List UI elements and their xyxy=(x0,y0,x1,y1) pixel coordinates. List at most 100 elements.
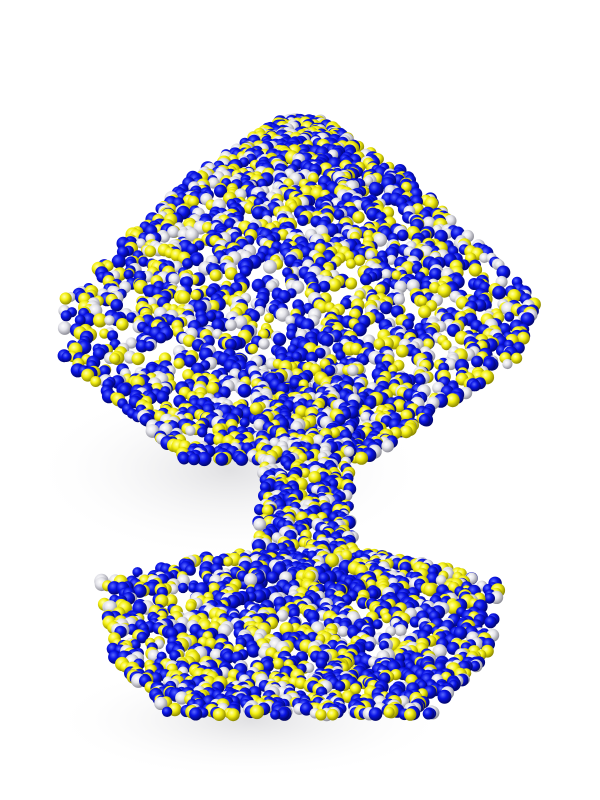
particle-blue xyxy=(484,592,495,604)
particle-blue xyxy=(422,708,435,720)
particle-white xyxy=(159,231,170,243)
particle-blue xyxy=(118,383,132,397)
particle-yellow xyxy=(185,601,196,612)
particle-yellow xyxy=(90,376,102,387)
particle-yellow xyxy=(109,353,121,365)
particle-blue xyxy=(335,350,346,361)
particle-yellow xyxy=(247,343,258,354)
particle-blue xyxy=(178,452,190,465)
particle-white xyxy=(233,315,248,330)
particle-blue xyxy=(418,414,431,426)
particle-yellow xyxy=(510,352,523,364)
particle-yellow xyxy=(374,284,386,296)
particle-yellow xyxy=(164,594,178,608)
particle-blue xyxy=(429,267,442,281)
particle-blue xyxy=(358,355,369,366)
particle-yellow xyxy=(381,612,392,624)
particle-blue xyxy=(277,708,290,720)
particle-white xyxy=(393,293,405,306)
particle-blue xyxy=(110,298,123,312)
particle-yellow xyxy=(223,556,233,567)
particle-white xyxy=(57,321,72,335)
particle-blue xyxy=(334,680,346,692)
particle-blue xyxy=(364,641,375,652)
particle-blue xyxy=(135,339,149,353)
particle-yellow xyxy=(206,382,219,396)
particle-white xyxy=(381,439,394,453)
particle-blue xyxy=(182,258,194,269)
particle-white xyxy=(104,315,115,326)
particle-white xyxy=(276,609,289,622)
particle-blue xyxy=(426,572,440,586)
particle-yellow xyxy=(264,313,275,324)
particle-yellow xyxy=(308,471,322,484)
particle-blue xyxy=(409,616,421,628)
particle-white xyxy=(185,425,196,436)
particle-yellow xyxy=(441,339,452,351)
particle-yellow xyxy=(399,425,413,439)
particle-blue xyxy=(132,567,143,578)
particle-yellow xyxy=(517,331,530,345)
particle-blue xyxy=(246,643,261,658)
particle-blue xyxy=(266,571,279,584)
particle-yellow xyxy=(346,258,356,269)
particle-yellow xyxy=(340,549,353,562)
particle-blue xyxy=(372,619,383,630)
particle-blue xyxy=(237,383,252,398)
particle-blue xyxy=(471,355,484,368)
particle-yellow xyxy=(92,313,108,328)
particle-blue xyxy=(300,318,315,333)
particle-blue xyxy=(155,390,169,404)
particle-white xyxy=(185,228,199,242)
particle-blue xyxy=(129,639,141,651)
particle-yellow xyxy=(326,708,339,721)
particle-yellow xyxy=(423,582,438,597)
particle-blue xyxy=(190,253,204,267)
particle-blue xyxy=(123,269,134,280)
particle-yellow xyxy=(144,245,157,258)
particle-blue xyxy=(197,451,212,467)
particle-yellow xyxy=(327,278,342,292)
particle-blue xyxy=(353,322,367,337)
particle-white xyxy=(167,225,180,238)
particle-yellow xyxy=(226,708,240,722)
particle-blue xyxy=(214,184,227,198)
particle-yellow xyxy=(261,504,274,517)
particle-blue xyxy=(470,380,481,392)
particle-blue xyxy=(183,354,197,368)
particle-blue xyxy=(211,318,225,332)
particle-yellow xyxy=(349,683,362,695)
particle-blue xyxy=(496,265,511,280)
particle-blue xyxy=(252,589,266,603)
particle-blue xyxy=(81,312,96,327)
particle-yellow xyxy=(418,305,432,319)
particle-blue xyxy=(155,332,167,344)
particle-white xyxy=(168,273,180,285)
particle-yellow xyxy=(182,369,195,381)
particle-white xyxy=(435,574,447,586)
particle-blue xyxy=(184,564,196,576)
particle-blue xyxy=(204,433,216,446)
particle-blue xyxy=(107,330,119,342)
particle-blue xyxy=(177,582,189,594)
particle-blue xyxy=(289,377,301,389)
particle-blue xyxy=(188,453,200,466)
particle-white xyxy=(154,696,168,711)
particle-yellow xyxy=(99,328,110,339)
particle-blue xyxy=(318,572,330,584)
particle-yellow xyxy=(404,708,417,721)
particle-yellow xyxy=(352,211,365,224)
particle-blue xyxy=(379,301,393,315)
particle-blue xyxy=(60,310,72,322)
particle-blue xyxy=(215,452,229,466)
particle-yellow xyxy=(116,318,129,331)
particle-yellow xyxy=(187,195,200,208)
particle-yellow xyxy=(417,295,428,307)
particle-yellow xyxy=(373,338,386,350)
particle-white xyxy=(337,625,349,637)
particle-yellow xyxy=(354,451,369,465)
particle-blue xyxy=(111,254,126,269)
particle-blue xyxy=(305,351,319,365)
particle-blue xyxy=(144,341,155,352)
